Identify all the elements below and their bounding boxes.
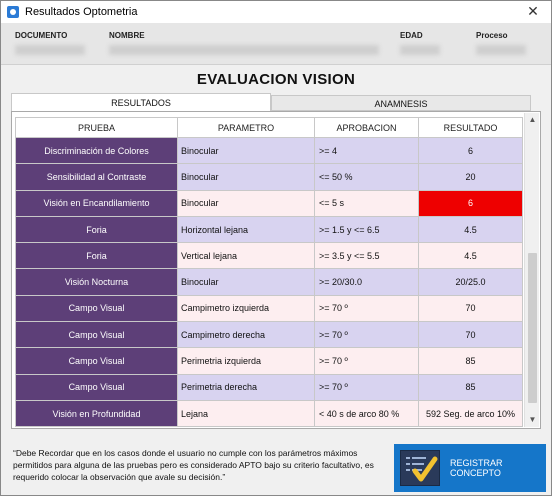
title-bar: Resultados Optometria ✕ — [1, 1, 551, 23]
table-row[interactable]: Visión Nocturna Binocular >= 20/30.0 20/… — [15, 268, 523, 296]
cell-resultado: 4.5 — [418, 242, 523, 270]
cell-aprobacion: >= 1.5 y <= 6.5 — [314, 215, 419, 244]
cell-parametro: Horizontal lejana — [177, 215, 315, 244]
cell-parametro: Campimetro izquierda — [177, 294, 315, 323]
table-row[interactable]: Campo Visual Campimetro izquierda >= 70 … — [15, 294, 523, 323]
scroll-down-icon[interactable]: ▼ — [528, 415, 537, 424]
column-header-resultado[interactable]: RESULTADO — [418, 117, 523, 138]
documento-label: DOCUMENTO — [15, 31, 68, 40]
proceso-label: Proceso — [476, 31, 508, 40]
cell-prueba: Campo Visual — [15, 294, 178, 323]
table-row[interactable]: Campo Visual Perimetria izquierda >= 70 … — [15, 347, 523, 375]
cell-parametro: Binocular — [177, 268, 315, 296]
scroll-thumb[interactable] — [528, 253, 537, 403]
table-row[interactable]: Discriminación de Colores Binocular >= 4… — [15, 136, 523, 165]
cell-parametro: Binocular — [177, 189, 315, 217]
edad-label: EDAD — [400, 31, 423, 40]
nombre-value-redacted — [109, 45, 379, 55]
documento-value-redacted — [15, 45, 85, 55]
table-row[interactable]: Foria Vertical lejana >= 3.5 y <= 5.5 4.… — [15, 242, 523, 270]
cell-prueba: Visión en Profundidad — [15, 399, 178, 428]
table-header-row: PRUEBA PARAMETRO APROBACION RESULTADO — [15, 117, 523, 138]
cell-aprobacion: < 40 s de arco 80 % — [314, 399, 419, 428]
cell-aprobacion: >= 20/30.0 — [314, 268, 419, 296]
cell-parametro: Perimetria derecha — [177, 373, 315, 401]
cell-resultado: 6 — [418, 136, 523, 165]
cell-resultado: 70 — [418, 321, 523, 349]
cell-prueba: Campo Visual — [15, 373, 178, 401]
cell-resultado: 85 — [418, 347, 523, 375]
cell-prueba: Visión en Encandilamiento — [15, 189, 178, 217]
cell-prueba: Sensibilidad al Contraste — [15, 163, 178, 191]
table-row[interactable]: Campo Visual Perimetria derecha >= 70 º … — [15, 373, 523, 401]
cell-parametro: Binocular — [177, 163, 315, 191]
table-row[interactable]: Campo Visual Campimetro derecha >= 70 º … — [15, 321, 523, 349]
cell-prueba: Foria — [15, 215, 178, 244]
tab-bar: RESULTADOS ANAMNESIS — [11, 93, 531, 112]
cell-prueba: Visión Nocturna — [15, 268, 178, 296]
cell-prueba: Discriminación de Colores — [15, 136, 178, 165]
results-table: PRUEBA PARAMETRO APROBACION RESULTADO Di… — [15, 117, 523, 428]
cell-aprobacion: >= 70 º — [314, 294, 419, 323]
nombre-label: NOMBRE — [109, 31, 145, 40]
window-title: Resultados Optometria — [25, 6, 138, 18]
cell-aprobacion: >= 70 º — [314, 321, 419, 349]
patient-header: DOCUMENTO NOMBRE EDAD Proceso — [1, 23, 551, 65]
table-row[interactable]: Visión en Profundidad Lejana < 40 s de a… — [15, 399, 523, 428]
cell-parametro: Perimetria izquierda — [177, 347, 315, 375]
cell-resultado-failed: 6 — [418, 189, 523, 217]
cell-resultado: 20/25.0 — [418, 268, 523, 296]
column-header-parametro[interactable]: PARAMETRO — [177, 117, 315, 138]
cell-resultado: 4.5 — [418, 215, 523, 244]
cell-aprobacion: >= 70 º — [314, 373, 419, 401]
proceso-value-redacted — [476, 45, 526, 55]
register-concept-label: REGISTRAR CONCEPTO — [450, 458, 503, 478]
checklist-pencil-icon — [400, 450, 440, 486]
cell-parametro: Lejana — [177, 399, 315, 428]
cell-aprobacion: >= 4 — [314, 136, 419, 165]
tab-resultados[interactable]: RESULTADOS — [11, 93, 271, 112]
register-concept-button[interactable]: REGISTRAR CONCEPTO — [394, 444, 546, 492]
page-title: EVALUACION VISION — [196, 71, 356, 88]
cell-aprobacion: <= 5 s — [314, 189, 419, 217]
table-row[interactable]: Foria Horizontal lejana >= 1.5 y <= 6.5 … — [15, 215, 523, 244]
cell-prueba: Campo Visual — [15, 321, 178, 349]
close-button[interactable]: ✕ — [527, 3, 539, 19]
cell-aprobacion: >= 3.5 y <= 5.5 — [314, 242, 419, 270]
scroll-up-icon[interactable]: ▲ — [528, 115, 537, 124]
cell-aprobacion: >= 70 º — [314, 347, 419, 375]
cell-parametro: Binocular — [177, 136, 315, 165]
edad-value-redacted — [400, 45, 440, 55]
table-row[interactable]: Visión en Encandilamiento Binocular <= 5… — [15, 189, 523, 217]
cell-resultado: 70 — [418, 294, 523, 323]
table-row[interactable]: Sensibilidad al Contraste Binocular <= 5… — [15, 163, 523, 191]
cell-resultado: 85 — [418, 373, 523, 401]
cell-resultado: 20 — [418, 163, 523, 191]
cell-prueba: Foria — [15, 242, 178, 270]
results-table-frame: PRUEBA PARAMETRO APROBACION RESULTADO Di… — [11, 111, 541, 429]
cell-resultado: 592 Seg. de arco 10% — [418, 399, 523, 428]
app-icon — [7, 6, 19, 18]
table-scrollbar[interactable]: ▲ ▼ — [524, 113, 539, 427]
cell-prueba: Campo Visual — [15, 347, 178, 375]
cell-parametro: Campimetro derecha — [177, 321, 315, 349]
column-header-aprobacion[interactable]: APROBACION — [314, 117, 419, 138]
tab-anamnesis[interactable]: ANAMNESIS — [271, 95, 531, 111]
column-header-prueba[interactable]: PRUEBA — [15, 117, 178, 138]
footer-note: “Debe Recordar que en los casos donde el… — [13, 448, 374, 482]
cell-aprobacion: <= 50 % — [314, 163, 419, 191]
cell-parametro: Vertical lejana — [177, 242, 315, 270]
